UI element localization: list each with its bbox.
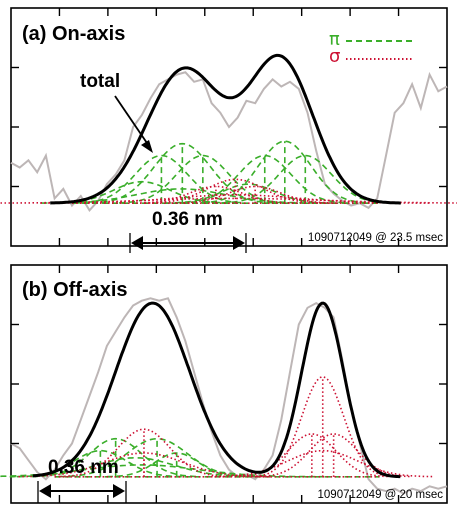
series-total	[50, 53, 401, 205]
panel-title: (b) Off-axis	[22, 279, 128, 301]
series-measured	[10, 297, 448, 495]
pi-component-3	[119, 154, 287, 204]
sigma-component-3	[171, 185, 339, 204]
series-total-line	[32, 301, 401, 479]
series-total-line	[50, 53, 401, 205]
sigma-component-6	[211, 449, 435, 478]
sigma-component-5	[256, 433, 411, 478]
scale-bar-label: 0.36 nm	[152, 209, 223, 230]
scale-bar-arrowhead-left	[39, 484, 51, 498]
scale-bar-arrowhead-right	[233, 236, 245, 250]
shot-footer: 1090712049 @ 20 msec	[318, 489, 444, 501]
series-measured	[10, 71, 448, 212]
pi-component-6	[0, 464, 324, 478]
pi-component-4	[106, 452, 247, 478]
scale-bar-arrowhead-left	[131, 236, 143, 250]
panel-title: (a) On-axis	[22, 23, 125, 45]
pi-component-8	[221, 154, 390, 204]
pi-component-9	[164, 183, 333, 204]
pi-component-1	[31, 437, 200, 478]
sigma-component-2	[132, 185, 300, 204]
sigma-component-3	[255, 376, 389, 477]
shot-footer: 1090712049 @ 23.5 msec	[308, 232, 443, 244]
pi-component-3	[16, 449, 185, 478]
total-annotation: total	[80, 71, 120, 92]
series-measured-line	[10, 71, 448, 212]
total-annotation-arrow	[114, 95, 150, 147]
sigma-component-5	[0, 197, 457, 204]
panel-off-axis: (b) Off-axis 0.36 nm 1090712049 @ 20 mse…	[0, 264, 448, 504]
sigma-component-2	[18, 452, 270, 478]
legend-label-pi: π	[329, 29, 340, 50]
tick-marks	[11, 8, 447, 246]
sigma-component-1	[60, 428, 228, 478]
sigma-component-4	[235, 433, 389, 478]
series-sigma	[18, 376, 435, 478]
pi-component-7	[180, 154, 349, 204]
series-sigma	[0, 178, 457, 204]
panel-on-axis: (a) On-axis π σ total 0.36 nm 1090712049…	[0, 7, 457, 253]
series-total	[32, 301, 401, 479]
legend-label-sigma: σ	[329, 46, 340, 67]
series-measured-line	[10, 297, 448, 495]
scale-bar-arrowhead-right	[113, 484, 125, 498]
pi-component-5	[41, 188, 321, 204]
scale-bar-label: 0.36 nm	[48, 457, 119, 478]
total-annotation-arrowhead	[141, 140, 153, 153]
tick-marks	[11, 265, 447, 503]
